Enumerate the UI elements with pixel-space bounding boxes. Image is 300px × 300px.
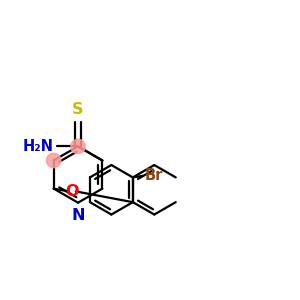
Text: Br: Br xyxy=(144,168,163,183)
Circle shape xyxy=(71,139,85,154)
Text: H₂N: H₂N xyxy=(23,139,54,154)
Text: S: S xyxy=(72,102,84,117)
Circle shape xyxy=(46,153,61,168)
Text: N: N xyxy=(71,208,85,223)
Text: O: O xyxy=(65,184,79,199)
